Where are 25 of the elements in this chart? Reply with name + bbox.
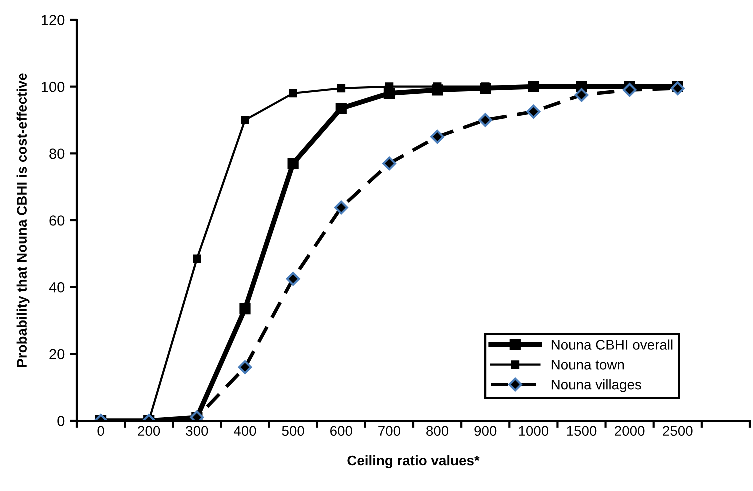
y-tick-label: 20 bbox=[50, 349, 65, 360]
y-tick-label: 100 bbox=[42, 82, 65, 92]
x-tick-label: 400 bbox=[234, 426, 256, 436]
x-tick-label: 1500 bbox=[567, 426, 597, 436]
legend-label: Nouna town bbox=[552, 360, 624, 370]
x-tick-label: 2000 bbox=[615, 426, 645, 436]
x-tick-label: 600 bbox=[330, 426, 352, 436]
x-tick-label: 900 bbox=[474, 426, 497, 436]
y-tick-label: 120 bbox=[42, 15, 65, 26]
y-tick-label: 0 bbox=[58, 416, 65, 426]
x-tick-label: 0 bbox=[98, 426, 104, 436]
x-tick-label: 800 bbox=[426, 426, 449, 436]
x-tick-label: 2500 bbox=[663, 426, 693, 436]
x-tick-label: 1000 bbox=[519, 426, 549, 436]
y-tick-label: 40 bbox=[49, 282, 65, 293]
legend-label: Nouna CBHI overall bbox=[552, 340, 673, 350]
y-tick-label: 60 bbox=[50, 216, 65, 226]
x-tick-label: 300 bbox=[186, 426, 208, 436]
x-axis-title: Ceiling ratio values* bbox=[348, 455, 480, 468]
y-tick-label: 80 bbox=[50, 148, 65, 160]
x-tick-label: 700 bbox=[378, 426, 401, 436]
x-tick-label: 200 bbox=[138, 426, 160, 436]
legend-label: Nouna villages bbox=[552, 380, 642, 392]
x-tick-label: 500 bbox=[282, 426, 304, 436]
y-axis-title: Probability that Nouna CBHI is cost-effective bbox=[16, 74, 30, 367]
